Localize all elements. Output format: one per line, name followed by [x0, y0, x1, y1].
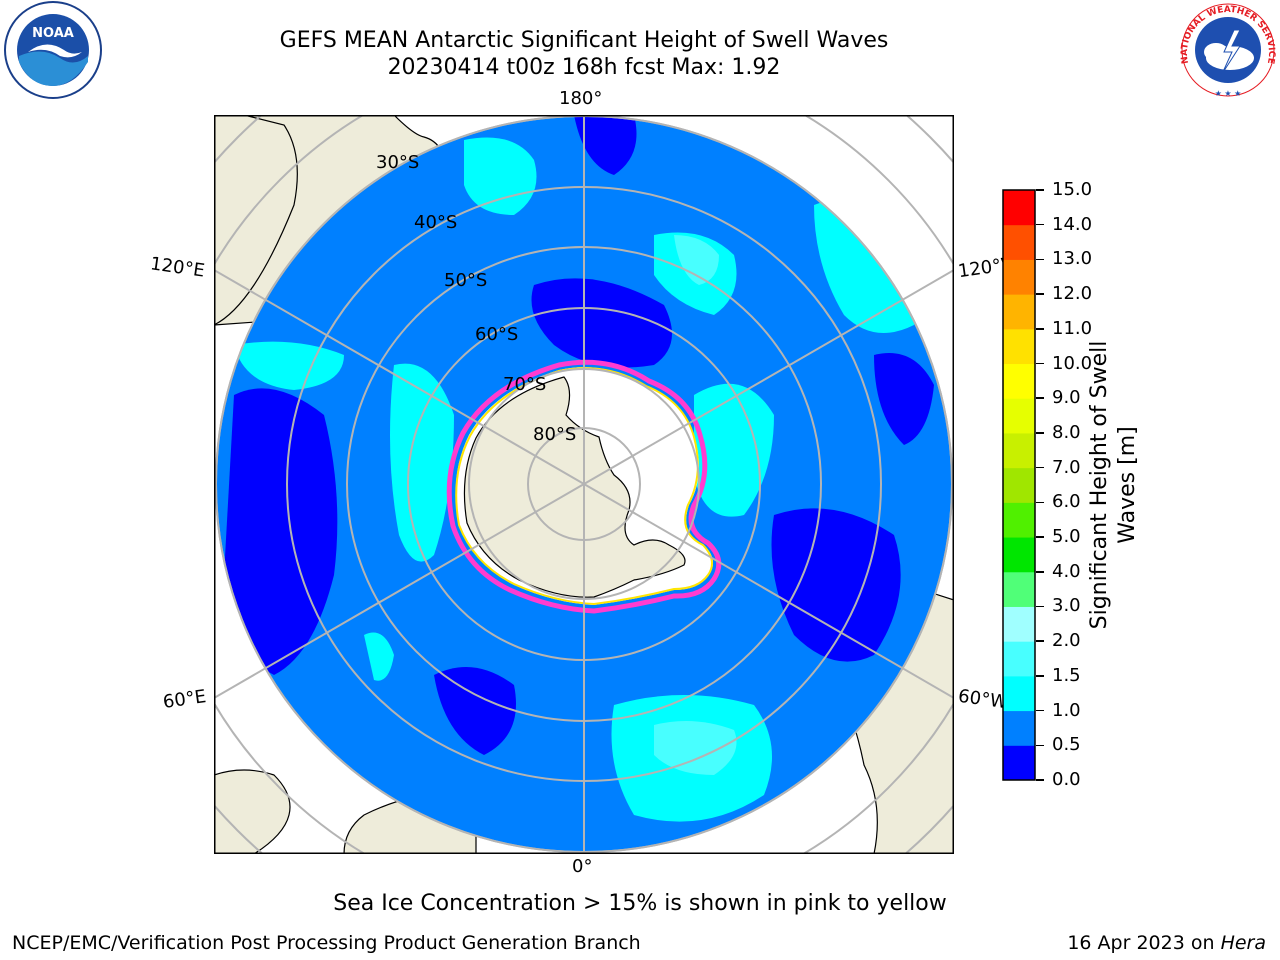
chart-title: GEFS MEAN Antarctic Significant Height o… — [279, 28, 889, 53]
colorbar-tick-label: 0.0 — [1052, 769, 1081, 790]
colorbar-tick-mark — [1036, 362, 1044, 365]
sea-ice-edge-inner — [455, 367, 713, 606]
chart-subtitle: 20230414 t00z 168h fcst Max: 1.92 — [387, 55, 781, 80]
lat-label-70s: 70°S — [503, 374, 547, 395]
africa-land — [214, 769, 291, 854]
colorbar-tick-label: 13.0 — [1052, 248, 1093, 270]
graticule — [214, 115, 954, 854]
nws-logo-icon: NATIONAL WEATHER SERVICE ★ ★ ★ — [1180, 3, 1276, 98]
svg-text:★ ★ ★: ★ ★ ★ — [1215, 89, 1242, 98]
colorbar-tick-mark — [1036, 223, 1044, 226]
swell-band-1.5-2.0 — [654, 235, 737, 775]
colorbar-label: Significant Height of Swell Waves [m] — [1086, 305, 1146, 665]
colorbar-swatch — [1003, 537, 1035, 573]
colorbar-tick-mark — [1036, 779, 1044, 781]
swell-band-1.0-1.5 — [234, 137, 924, 822]
colorbar-swatch — [1003, 641, 1035, 677]
colorbar-tick-mark — [1036, 189, 1044, 191]
colorbar-swatch — [1003, 467, 1035, 503]
lat-label-50s: 50°S — [444, 270, 488, 291]
colorbar-swatch — [1003, 432, 1035, 469]
lon-label-180: 180° — [559, 88, 603, 109]
colorbar-swatch — [1003, 571, 1035, 607]
colorbar-swatch — [1003, 502, 1035, 538]
colorbar-tick-label: 5.0 — [1052, 526, 1081, 548]
colorbar-tick-mark — [1036, 605, 1044, 608]
sea-ice-note: Sea Ice Concentration > 15% is shown in … — [333, 891, 947, 916]
colorbar-tick-mark — [1036, 328, 1044, 330]
colorbar-tick-label: 4.0 — [1052, 560, 1081, 582]
colorbar-swatch — [1003, 224, 1035, 260]
colorbar-swatch — [1003, 398, 1035, 434]
colorbar-tick-mark — [1036, 744, 1044, 747]
lat-label-30s: 30°S — [376, 152, 420, 173]
colorbar-tick-label: 15.0 — [1052, 179, 1093, 200]
footer-machine: Hera — [1220, 932, 1266, 954]
lat-label-40s: 40°S — [414, 212, 458, 233]
colorbar-tick-label: 6.0 — [1052, 491, 1081, 513]
colorbar-swatch — [1003, 190, 1035, 226]
colorbar-label-line2: Waves [m] — [1115, 426, 1140, 544]
colorbar-swatch — [1003, 710, 1035, 746]
colorbar — [1002, 189, 1036, 781]
footer-credit: NCEP/EMC/Verification Post Processing Pr… — [12, 932, 641, 954]
colorbar-tick-mark — [1036, 293, 1044, 295]
colorbar-tick-label: 0.5 — [1052, 734, 1081, 756]
colorbar-tick-mark — [1036, 709, 1044, 712]
lat-label-80s: 80°S — [533, 424, 577, 445]
colorbar-tick-label: 10.0 — [1052, 352, 1093, 374]
colorbar-swatch — [1003, 606, 1035, 642]
colorbar-tick-label: 1.0 — [1052, 699, 1081, 721]
colorbar-swatch — [1003, 675, 1035, 712]
colorbar-tick-mark — [1036, 466, 1044, 469]
colorbar-tick-label: 7.0 — [1052, 456, 1081, 478]
colorbar-swatch — [1003, 363, 1035, 399]
colorbar-label-line1: Significant Height of Swell — [1087, 340, 1112, 630]
sea-ice-edge — [446, 359, 722, 614]
colorbar-tick-label: 2.0 — [1052, 630, 1081, 652]
colorbar-swatch — [1003, 294, 1035, 330]
colorbar-tick-mark — [1036, 536, 1044, 538]
colorbar-tick-mark — [1036, 675, 1044, 677]
colorbar-tick-label: 9.0 — [1052, 387, 1081, 409]
colorbar-tick-mark — [1036, 501, 1044, 504]
colorbar-tick-label: 11.0 — [1052, 317, 1093, 339]
colorbar-tick-mark — [1036, 397, 1044, 399]
colorbar-tick-label: 8.0 — [1052, 421, 1081, 443]
colorbar-tick-label: 1.5 — [1052, 664, 1081, 686]
polar-map — [214, 115, 954, 854]
colorbar-swatch — [1003, 328, 1035, 365]
colorbar-tick-mark — [1036, 640, 1044, 642]
colorbar-tick-label: 3.0 — [1052, 595, 1081, 617]
lon-label-0: 0° — [572, 856, 593, 877]
colorbar-tick-mark — [1036, 432, 1044, 434]
australia-east-land — [214, 115, 298, 326]
colorbar-tick-mark — [1036, 258, 1044, 261]
lon-label-120e: 120°E — [148, 253, 206, 282]
colorbar-tick-mark — [1036, 571, 1044, 573]
colorbar-tick-label: 14.0 — [1052, 213, 1093, 235]
noaa-logo-icon: NOAA — [4, 1, 102, 99]
map-frame — [214, 115, 954, 854]
colorbar-tick-label: 12.0 — [1052, 283, 1093, 305]
noaa-logo-text: NOAA — [32, 26, 74, 41]
antarctica-land — [463, 376, 686, 598]
footer-date-text: 16 Apr 2023 on — [1067, 932, 1221, 954]
lat-label-60s: 60°S — [475, 324, 519, 345]
colorbar-swatch — [1003, 745, 1035, 781]
colorbar-swatch — [1003, 259, 1035, 295]
lon-label-60e: 60°E — [161, 686, 208, 713]
swell-band-0-0.5 — [224, 116, 934, 755]
footer-date: 16 Apr 2023 on Hera — [1067, 932, 1266, 954]
